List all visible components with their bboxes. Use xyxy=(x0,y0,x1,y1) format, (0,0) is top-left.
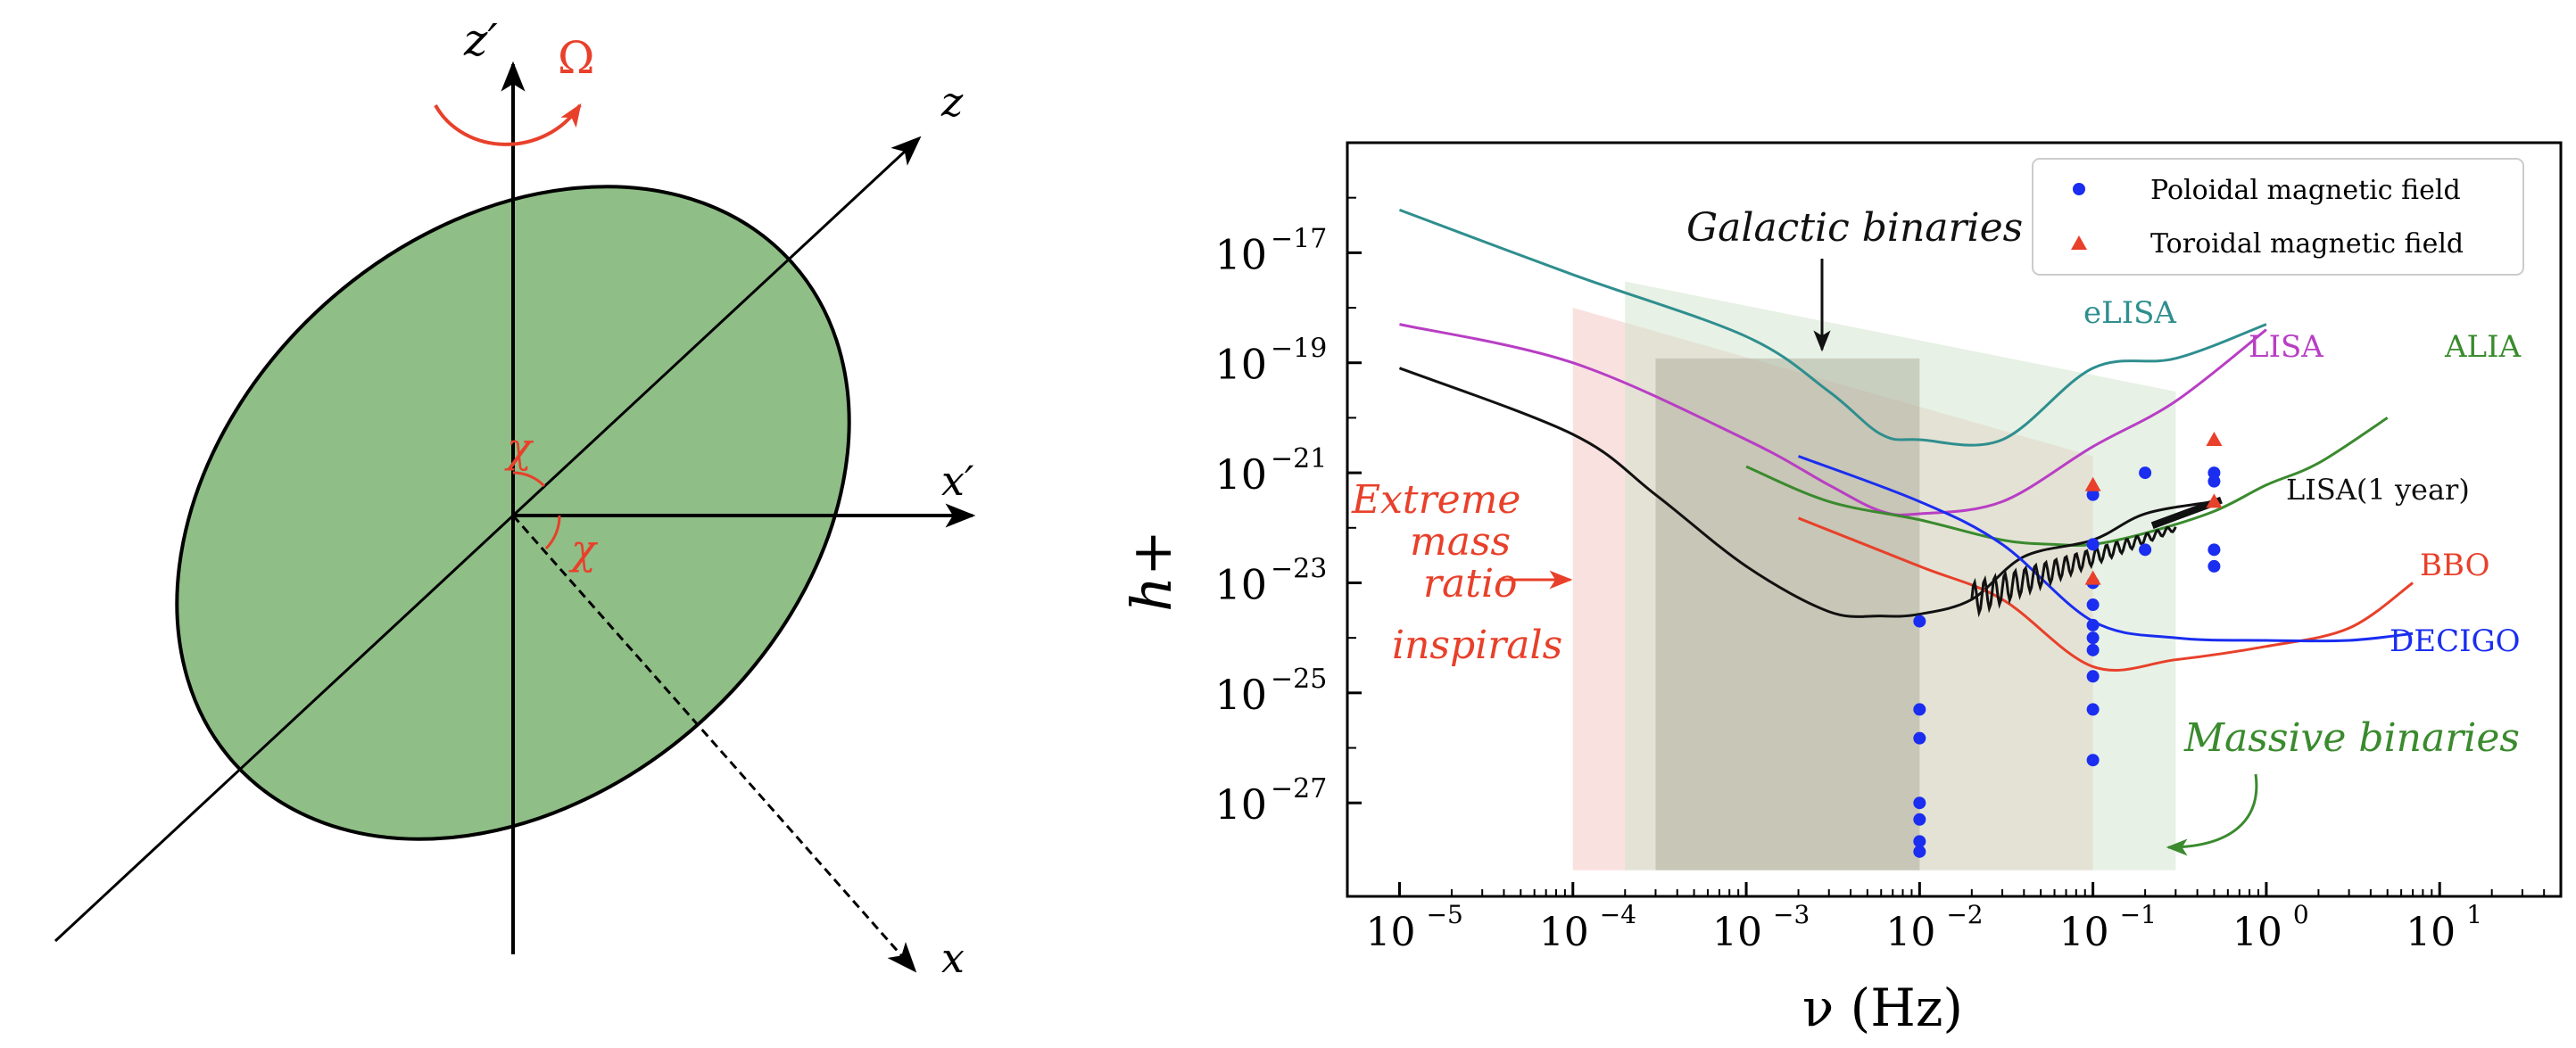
x-tick-exp-5: 0 xyxy=(2293,900,2309,929)
y-tick-label-3: 10 xyxy=(1214,560,1267,608)
rotation-arrow xyxy=(434,103,582,146)
x-tick-label-0: 10 xyxy=(1365,910,1415,955)
x-tick-label-2: 10 xyxy=(1712,910,1762,955)
point-poloidal-21 xyxy=(2207,543,2221,557)
x-label: x xyxy=(941,934,965,982)
x-tick-exp-2: −3 xyxy=(1773,900,1810,929)
point-poloidal-14 xyxy=(2086,670,2100,683)
legend-box xyxy=(2032,158,2524,276)
series-label-alia: ALIA xyxy=(2444,329,2522,365)
point-toroidal-0 xyxy=(2084,476,2101,491)
point-poloidal-18 xyxy=(2139,543,2152,557)
series-curve-5 xyxy=(1798,455,2414,643)
x-tick-label-3: 10 xyxy=(1885,910,1935,955)
x-tick-label-4: 10 xyxy=(2059,910,2109,955)
point-poloidal-17 xyxy=(2139,466,2152,480)
x-tick-label-1: 10 xyxy=(1539,910,1589,955)
chi-label-lower: χ xyxy=(568,525,599,574)
series-label-lisa1yr: LISA(1 year) xyxy=(2286,473,2470,507)
point-poloidal-15 xyxy=(2086,703,2100,716)
x-tick-label-5: 10 xyxy=(2232,910,2282,955)
point-poloidal-16 xyxy=(2086,754,2100,767)
y-tick-exp-3: −23 xyxy=(1271,553,1327,584)
series-label-lisa: LISA xyxy=(2249,329,2323,365)
y-tick-exp-5: −27 xyxy=(1271,773,1327,805)
point-poloidal-3 xyxy=(1913,796,1926,810)
y-tick-label-1: 10 xyxy=(1214,341,1267,389)
point-poloidal-20 xyxy=(2207,474,2221,488)
y-tick-exp-0: −17 xyxy=(1271,223,1327,254)
emri-line-1: Extreme xyxy=(1351,477,1520,523)
series-label-decigo: DECIGO xyxy=(2390,623,2521,659)
x-tick-exp-4: −1 xyxy=(2120,900,2157,929)
point-poloidal-11 xyxy=(2086,618,2100,631)
y-tick-exp-4: −25 xyxy=(1271,664,1327,695)
z-prime-label: z′ xyxy=(463,14,498,66)
angle-arc-upper xyxy=(512,471,546,488)
x-tick-exp-6: 1 xyxy=(2466,900,2482,929)
series-curve-4 xyxy=(1797,516,2414,672)
series-curve-0 xyxy=(1398,208,2267,447)
x-axis-label: ν (Hz) xyxy=(1802,978,1963,1038)
x-axis xyxy=(511,515,917,973)
x-tick-exp-1: −4 xyxy=(1600,900,1636,929)
emri-line-3: ratio xyxy=(1423,561,1518,607)
point-poloidal-6 xyxy=(1913,845,1926,858)
series-label-elisa: eLISA xyxy=(2083,295,2176,331)
series-label-bbo: BBO xyxy=(2420,548,2489,583)
x-prime-label: x′ xyxy=(941,457,974,505)
y-tick-exp-2: −21 xyxy=(1271,443,1327,474)
point-poloidal-7 xyxy=(2086,488,2100,501)
point-poloidal-10 xyxy=(2086,598,2100,612)
chi-label-upper: χ xyxy=(504,424,534,472)
y-tick-label-0: 10 xyxy=(1214,230,1267,278)
annotation-massive-binaries: Massive binaries xyxy=(2183,715,2520,761)
y-tick-label-2: 10 xyxy=(1214,450,1267,499)
annotation-emri: Extreme mass ratio inspirals xyxy=(1351,477,1562,668)
angle-arc-lower xyxy=(544,515,561,550)
y-axis-label: h+ xyxy=(1119,530,1184,612)
emri-line-4: inspirals xyxy=(1392,623,1562,668)
annotation-galactic-binaries: Galactic binaries xyxy=(1686,205,2023,251)
point-toroidal-1 xyxy=(2084,570,2101,585)
point-poloidal-1 xyxy=(1913,703,1926,716)
region-2 xyxy=(1625,281,2176,871)
legend: Poloidal magnetic field Toroidal magneti… xyxy=(2032,158,2524,276)
x-tick-exp-0: −5 xyxy=(1426,900,1462,929)
data-points xyxy=(1913,431,2223,858)
point-poloidal-4 xyxy=(1913,813,1926,826)
legend-marker-toroidal xyxy=(2071,235,2087,250)
x-tick-label-6: 10 xyxy=(2406,910,2456,955)
plot-frame xyxy=(1346,141,2563,898)
y-tick-label-4: 10 xyxy=(1214,671,1267,719)
point-poloidal-5 xyxy=(1913,835,1926,848)
point-poloidal-0 xyxy=(1913,615,1926,628)
y-tick-label-5: 10 xyxy=(1214,780,1267,829)
point-toroidal-3 xyxy=(2206,493,2223,508)
massive-arrow xyxy=(2166,773,2258,856)
omega-label: Ω xyxy=(558,32,594,84)
rotating-body-diagram: z′ Ω z x′ x χ χ xyxy=(54,14,976,982)
point-poloidal-12 xyxy=(2086,631,2100,645)
point-poloidal-13 xyxy=(2086,643,2100,656)
z-axis xyxy=(54,136,922,943)
legend-label-poloidal: Poloidal magnetic field xyxy=(2150,175,2461,206)
emri-line-2: mass xyxy=(1410,519,1511,565)
point-poloidal-8 xyxy=(2086,538,2100,551)
source-regions xyxy=(1572,281,2176,871)
z-label: z xyxy=(940,78,964,126)
y-tick-exp-1: −19 xyxy=(1271,334,1327,365)
legend-label-toroidal: Toroidal magnetic field xyxy=(2150,228,2464,260)
point-toroidal-2 xyxy=(2206,431,2223,446)
point-poloidal-2 xyxy=(1913,731,1926,745)
lisa-1year-wiggle xyxy=(1970,525,2177,618)
legend-marker-poloidal xyxy=(2073,183,2085,195)
point-poloidal-22 xyxy=(2207,559,2221,573)
x-tick-exp-3: −2 xyxy=(1946,900,1983,929)
